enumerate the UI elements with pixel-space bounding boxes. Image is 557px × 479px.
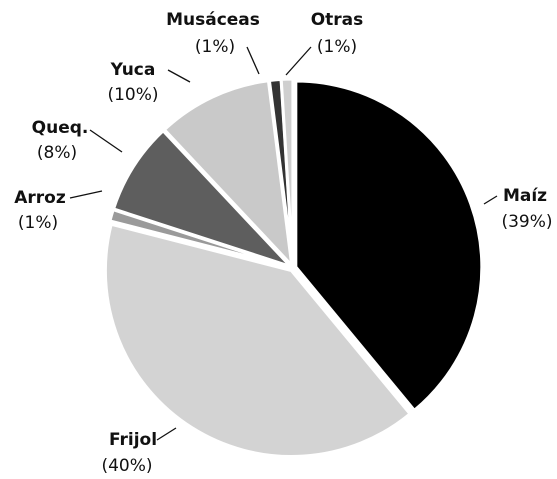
slice-value-label: (40%) bbox=[101, 456, 152, 476]
slice-label: Otras bbox=[311, 10, 364, 30]
pie-slice bbox=[103, 222, 412, 458]
slice-value-label: (39%) bbox=[501, 212, 552, 232]
leader-line bbox=[156, 427, 177, 441]
slice-value-label: (1%) bbox=[18, 213, 58, 233]
slice-label: Maíz bbox=[503, 186, 547, 206]
pie-slice bbox=[112, 129, 292, 268]
pie-slice bbox=[279, 77, 295, 267]
leader-line bbox=[246, 46, 260, 75]
slice-value-label: (1%) bbox=[195, 37, 235, 57]
slice-label: Arroz bbox=[14, 188, 66, 208]
pie-slice bbox=[162, 79, 294, 267]
slice-value-label: (1%) bbox=[317, 37, 357, 57]
leader-line bbox=[483, 195, 498, 205]
slice-value-label: (10%) bbox=[107, 85, 158, 105]
slice-label: Queq. bbox=[32, 118, 89, 138]
leader-line bbox=[69, 190, 103, 199]
slice-label: Musáceas bbox=[166, 10, 260, 30]
slice-label: Yuca bbox=[110, 60, 156, 80]
leader-line bbox=[89, 129, 123, 153]
leader-line bbox=[285, 46, 312, 76]
pie-slice bbox=[294, 79, 484, 412]
slice-value-label: (8%) bbox=[37, 143, 77, 163]
slice-label: Frijol bbox=[109, 430, 157, 450]
leader-line bbox=[167, 69, 191, 83]
